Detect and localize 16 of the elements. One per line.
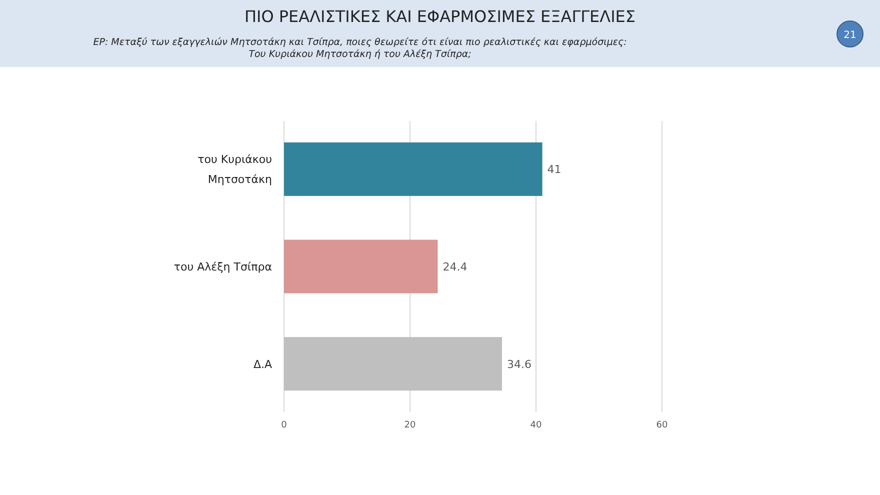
x-tick-label: 60	[656, 420, 668, 430]
x-tick-label: 0	[281, 420, 288, 430]
bar	[284, 142, 542, 196]
x-tick-label: 20	[404, 420, 416, 430]
chart-title: ΠΙΟ ΡΕΑΛΙΣΤΙΚΕΣ ΚΑΙ ΕΦΑΡΜΟΣΙΜΕΣ ΕΞΑΓΓΕΛΙΕΣ	[244, 7, 636, 26]
data-label: 41	[547, 163, 562, 176]
chart-subtitle: ΕΡ: Μεταξύ των εξαγγελιών Μητσοτάκη και Τσίπρα, ποιες θεωρείτε ότι είναι πιο ρεαλιστικές και εφαρμόσιμες: Του Κυριάκου Μητσοτάκη ή του Αλέξη Τσίπρα;	[93, 37, 627, 60]
y-tick-label: του Αλέξη Τσίπρα	[174, 260, 272, 274]
x-tick-label: 40	[530, 420, 542, 430]
y-tick-label: του Κυριάκου Μητσοτάκη	[198, 153, 272, 186]
page-number-badge: 21	[836, 20, 864, 48]
bar	[284, 337, 502, 391]
bar	[284, 240, 438, 294]
y-tick-label: Δ.Α	[253, 358, 272, 371]
data-label: 34.6	[506, 358, 532, 371]
data-label: 24.4	[442, 260, 468, 274]
